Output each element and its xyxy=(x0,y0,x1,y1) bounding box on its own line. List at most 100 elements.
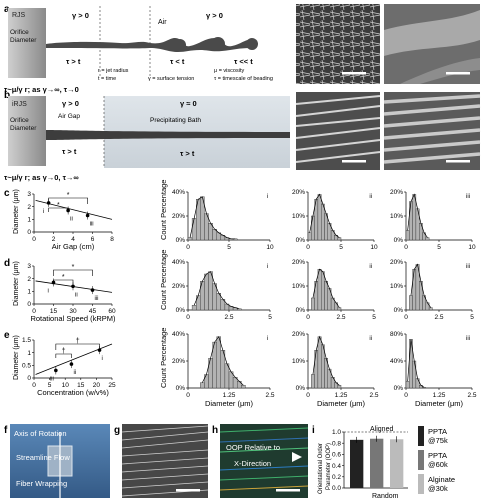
e-hist-i-ylabel: Count Percentage xyxy=(159,328,168,388)
i-bar-bar xyxy=(350,439,364,488)
e-scatter-xtick-label: 0 xyxy=(32,382,36,389)
d-hist-ii-xtick-label: 0 xyxy=(306,314,310,321)
c-hist-iii-tag: iii xyxy=(466,194,470,200)
panel-g: g xyxy=(114,424,209,498)
e-scatter-point-label: ii xyxy=(73,370,76,376)
d-scatter-bracket-1 xyxy=(53,269,93,276)
d-hist-i-ytick-label: 20% xyxy=(172,283,185,290)
c-hist-i-xtick-label: 0 xyxy=(186,244,190,251)
d-hist-iii-fit-curve xyxy=(410,263,432,308)
c-hist-i-xtick-label: 5 xyxy=(227,244,231,251)
e-hist-iii-ytick-label: 80% xyxy=(390,331,403,338)
i-bar-ytick-label: 0.8 xyxy=(332,440,341,447)
d-hist-i-bar xyxy=(195,295,201,311)
c-hist-ii-bar xyxy=(317,194,322,241)
e-hist-iii-chart: 0 1.25 2.5 0% 40% 80% iii Diameter (μm) xyxy=(390,331,477,408)
panel-b-device: iRJS xyxy=(12,101,27,108)
panel-a-gamma-2: γ > 0 xyxy=(206,11,223,20)
panel-a-legend-tau: τ = timescale of beading xyxy=(214,76,273,82)
panel-a-legend-r: r = jet radius xyxy=(98,68,129,74)
e-hist-ii-fit-curve xyxy=(312,335,340,386)
d-hist-ii-tag: ii xyxy=(369,264,372,270)
e-hist-i-fit-curve xyxy=(202,335,244,386)
e-hist-iii-fit-curve xyxy=(407,339,425,388)
legend-swatch-ppta60 xyxy=(418,450,424,470)
e-hist-i-ytick-label: 20% xyxy=(172,358,185,365)
panel-e-letter: e xyxy=(4,330,10,341)
d-hist-ii-ytick-label: 0% xyxy=(296,307,306,314)
e-hist-i-ytick-label: 40% xyxy=(172,331,185,338)
panel-a-gamma-1: γ > 0 xyxy=(72,11,89,20)
e-hist-ii-bar xyxy=(321,344,325,389)
e-scatter-ytick-label: 1.5 xyxy=(22,337,31,344)
d-hist-i-ylabel: Count Percentage xyxy=(159,250,168,310)
c-hist-ii-bar xyxy=(307,232,312,241)
panel-d-letter: d xyxy=(4,258,10,269)
e-hist-ii-ytick-label: 0% xyxy=(296,385,306,392)
e-scatter-bracket-2 xyxy=(55,353,72,358)
d-hist-ii-bar xyxy=(321,271,325,311)
d-scatter-point-label: iii xyxy=(95,296,99,302)
panel-a-sem-1 xyxy=(296,4,380,84)
panel-h-text-2: X-Direction xyxy=(234,459,271,468)
e-hist-ii-bar xyxy=(314,350,319,389)
c-scatter-ytick-label: 1 xyxy=(27,217,31,224)
panel-a-nozzle xyxy=(8,8,46,78)
c-hist-ii-bar xyxy=(311,215,315,241)
e-scatter-xtick-label: 10 xyxy=(62,382,70,389)
c-scatter-xtick-label: 0 xyxy=(32,236,36,243)
panel-b-letter: b xyxy=(4,90,10,101)
d-hist-i-bar xyxy=(204,273,209,311)
c-scatter-xtick-label: 4 xyxy=(71,236,75,243)
c-scatter-xlabel: Air Gap (cm) xyxy=(52,242,95,251)
d-scatter-ytick-label: 3 xyxy=(27,263,31,270)
d-scatter-ytick-label: 0 xyxy=(27,301,31,308)
i-bar-ytick-label: 0.2 xyxy=(332,474,341,481)
legend-swatch-ppta75 xyxy=(418,426,424,446)
e-hist-iii-bar xyxy=(422,387,426,389)
panel-i-random: Random xyxy=(372,493,399,500)
legend-alginate-2: @30k xyxy=(428,484,448,493)
i-bar-ytick-label: 1.0 xyxy=(332,429,341,436)
d-hist-iii-chart: 0 2.5 5 0% 10% 20% iii xyxy=(390,259,474,321)
d-hist-iii-xtick-label: 5 xyxy=(470,314,474,321)
d-scatter-point-label: i xyxy=(48,288,49,294)
d-scatter-point-label: ii xyxy=(75,292,78,298)
c-scatter-point-label: iii xyxy=(90,222,94,228)
panel-h-letter: h xyxy=(212,425,218,436)
e-scatter-xtick-label: 5 xyxy=(48,382,52,389)
e-hist-i-xtick-label: 0 xyxy=(186,392,190,399)
d-hist-ii-bar xyxy=(317,269,322,311)
e-hist-ii-xtick-label: 0 xyxy=(306,392,310,399)
e-scatter-bracket-1 xyxy=(55,343,100,350)
e-hist-i-bar xyxy=(204,374,209,389)
e-hist-i-bar xyxy=(216,336,221,389)
d-hist-ii-bar xyxy=(324,281,328,311)
c-hist-iii-xtick-label: 5 xyxy=(437,244,441,251)
panel-b-orifice-1: Orifice xyxy=(10,117,29,124)
panel-a-letter: a xyxy=(4,4,10,15)
c-hist-iii-bar xyxy=(425,237,430,241)
e-hist-iii-bar xyxy=(412,360,417,389)
panel-i-aligned: Aligned xyxy=(370,426,393,433)
c-hist-ii-xtick-label: 10 xyxy=(370,244,378,251)
d-hist-i-ytick-label: 40% xyxy=(172,259,185,266)
legend-ppta75-1: PPTA xyxy=(428,427,447,436)
e-scatter-xtick-label: 25 xyxy=(108,382,116,389)
d-scatter-bracket-2 xyxy=(53,279,74,284)
e-scatter-chart: 0 5 10 15 20 2500.511.5iiiiii††Concentration … xyxy=(13,335,116,397)
panel-b-formula: τ~μ/γ r; as γ→0, τ→∞ xyxy=(4,173,79,182)
i-bar-bar xyxy=(370,438,384,488)
d-hist-iii-xtick-label: 0 xyxy=(404,314,408,321)
c-scatter-ytick-label: 3 xyxy=(27,191,31,198)
e-hist-i-bar xyxy=(224,363,230,389)
panel-h: h OOP Relative to X-Direction xyxy=(212,424,309,498)
d-scatter-xtick-label: 45 xyxy=(89,308,97,315)
panel-a-bead-2 xyxy=(211,37,225,51)
d-hist-iii-tag: iii xyxy=(466,264,470,270)
e-hist-iii-xlabel: Diameter (μm) xyxy=(415,399,464,408)
panel-c-letter: c xyxy=(4,188,10,199)
